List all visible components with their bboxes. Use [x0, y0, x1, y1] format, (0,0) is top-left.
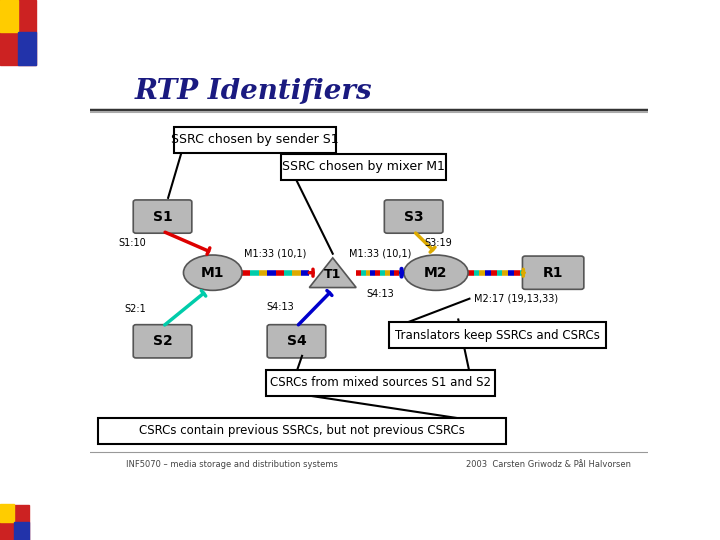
FancyBboxPatch shape: [133, 200, 192, 233]
Text: S2: S2: [153, 334, 172, 348]
Text: SSRC chosen by sender S1: SSRC chosen by sender S1: [171, 133, 338, 146]
Text: S1: S1: [153, 210, 172, 224]
Text: SSRC chosen by mixer M1: SSRC chosen by mixer M1: [282, 160, 445, 173]
FancyBboxPatch shape: [174, 127, 336, 152]
Text: R1: R1: [543, 266, 563, 280]
Text: S3: S3: [404, 210, 423, 224]
FancyBboxPatch shape: [523, 256, 584, 289]
Text: M2:17 (19,13,33): M2:17 (19,13,33): [474, 294, 558, 303]
Text: S1:10: S1:10: [118, 238, 145, 248]
FancyBboxPatch shape: [389, 322, 606, 348]
Text: RTP Identifiers: RTP Identifiers: [135, 78, 372, 105]
Text: T1: T1: [324, 268, 341, 281]
Text: S4: S4: [287, 334, 306, 348]
Text: M2: M2: [424, 266, 448, 280]
Ellipse shape: [404, 255, 468, 291]
FancyBboxPatch shape: [133, 325, 192, 358]
FancyBboxPatch shape: [384, 200, 443, 233]
FancyBboxPatch shape: [281, 154, 446, 180]
Text: S4:13: S4:13: [366, 289, 394, 299]
Text: CSRCs contain previous SSRCs, but not previous CSRCs: CSRCs contain previous SSRCs, but not pr…: [139, 424, 465, 437]
Text: INF5070 – media storage and distribution systems: INF5070 – media storage and distribution…: [126, 460, 338, 469]
Text: S3:19: S3:19: [425, 238, 453, 248]
Polygon shape: [310, 258, 356, 287]
Text: M1:33 (10,1): M1:33 (10,1): [348, 248, 411, 258]
Text: S2:1: S2:1: [124, 303, 145, 314]
Text: 2003  Carsten Griwodz & Pål Halvorsen: 2003 Carsten Griwodz & Pål Halvorsen: [467, 460, 631, 469]
Text: M1: M1: [201, 266, 225, 280]
Text: Translators keep SSRCs and CSRCs: Translators keep SSRCs and CSRCs: [395, 328, 600, 342]
FancyBboxPatch shape: [267, 325, 325, 358]
FancyBboxPatch shape: [266, 370, 495, 396]
Text: M1:33 (10,1): M1:33 (10,1): [245, 248, 307, 258]
Text: CSRCs from mixed sources S1 and S2: CSRCs from mixed sources S1 and S2: [270, 376, 490, 389]
FancyBboxPatch shape: [99, 418, 505, 443]
Text: S4:13: S4:13: [266, 302, 294, 312]
Ellipse shape: [184, 255, 242, 291]
